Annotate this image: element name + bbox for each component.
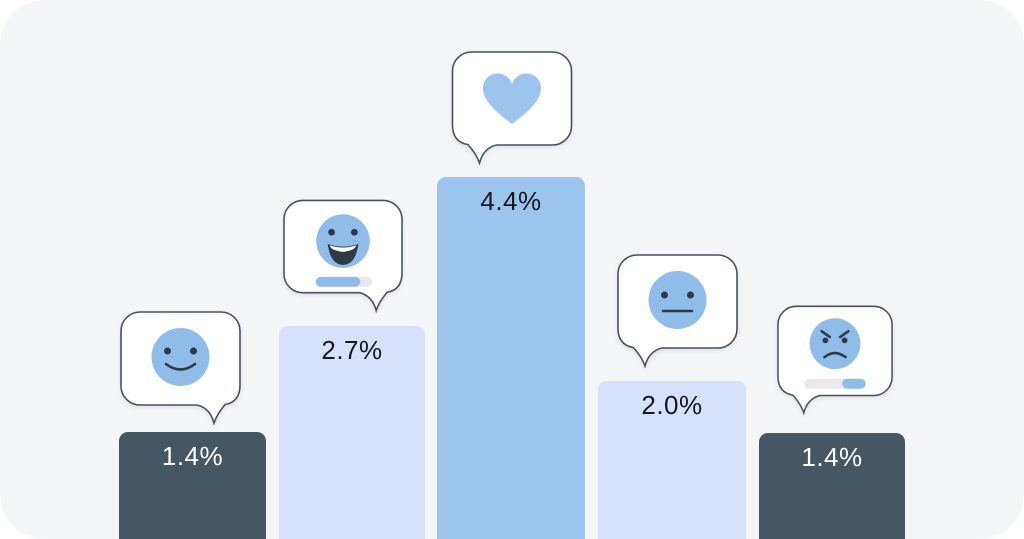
speech-bubble-angry <box>777 305 893 416</box>
bar-love: 4.4% <box>437 177 585 539</box>
speech-bubble-love <box>451 51 573 165</box>
angry-face-icon <box>809 318 861 370</box>
smiley-face-icon <box>151 328 210 386</box>
speech-bubble-neutral <box>617 254 738 368</box>
bar-neutral: 2.0% <box>598 381 746 539</box>
speech-bubble-laughing <box>283 199 403 313</box>
neutral-face-icon <box>648 271 707 329</box>
bar-value-label: 1.4% <box>801 442 863 472</box>
bar-value-label: 4.4% <box>480 186 542 216</box>
bar-angry: 1.4% <box>759 433 905 539</box>
laughing-face-icon <box>316 214 370 268</box>
bar-value-label: 2.7% <box>321 335 383 365</box>
typing-progress-bar <box>804 378 866 389</box>
bar-value-label: 2.0% <box>641 390 703 420</box>
bar-value-label: 1.4% <box>161 441 224 471</box>
typing-progress-bar <box>315 276 373 287</box>
speech-bubble-smile <box>120 311 241 425</box>
heart-icon <box>483 73 541 124</box>
bar-smile: 1.4% <box>119 432 266 539</box>
bar-laughing: 2.7% <box>279 326 425 539</box>
